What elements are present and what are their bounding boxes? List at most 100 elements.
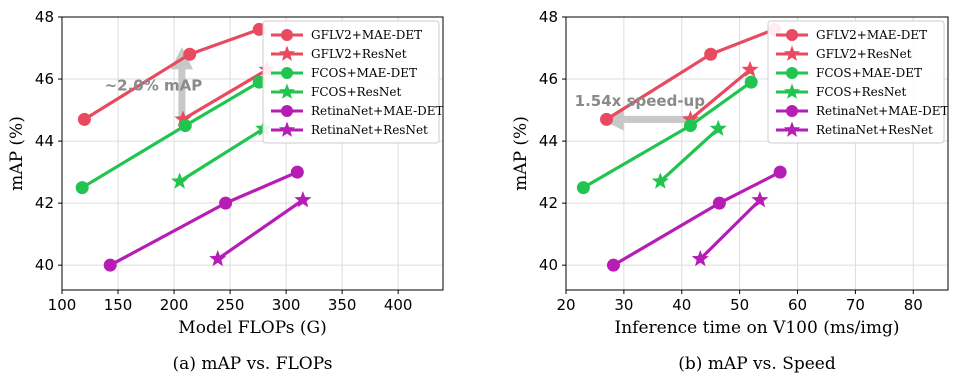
legend-marker: [278, 121, 296, 137]
data-point: [712, 196, 726, 210]
data-point: [704, 47, 718, 61]
series-line: [182, 68, 268, 121]
legend-marker: [786, 105, 798, 117]
data-point: [171, 172, 189, 189]
x-tick-label: 400: [384, 296, 413, 314]
y-tick-label: 44: [539, 132, 558, 150]
data-point: [773, 165, 787, 179]
data-point: [606, 258, 620, 272]
y-tick-label: 42: [539, 194, 558, 212]
legend-box: [767, 20, 945, 144]
plot-frame: [61, 16, 444, 291]
legend-marker: [786, 29, 798, 41]
legend-marker: [786, 67, 798, 79]
series-line: [659, 127, 720, 183]
series-line: [81, 80, 261, 189]
x-tick-label: 70: [846, 296, 865, 314]
legend-marker: [281, 29, 293, 41]
legend-label: GFLV2+ResNet: [816, 47, 912, 61]
annotation-label: ~2.0% mAP: [105, 76, 203, 94]
data-point: [75, 181, 89, 195]
data-point: [691, 249, 709, 267]
x-tick-label: 50: [730, 296, 749, 314]
data-point: [744, 75, 758, 89]
x-axis-label: Model FLOPs (G): [178, 318, 326, 338]
y-tick-label: 46: [35, 70, 54, 88]
series-line: [699, 198, 762, 261]
series-line: [178, 127, 265, 183]
series-line: [612, 170, 781, 267]
data-point: [600, 112, 614, 126]
y-axis-label: mAP (%): [511, 116, 531, 191]
data-point: [77, 112, 91, 126]
data-point: [103, 258, 117, 272]
x-tick-label: 40: [672, 296, 691, 314]
series-line: [216, 198, 304, 261]
data-point: [751, 191, 769, 208]
y-axis-label: mAP (%): [7, 116, 27, 191]
data-point: [209, 249, 227, 267]
data-point: [252, 22, 266, 36]
x-tick-label: 80: [904, 296, 923, 314]
y-tick-label: 42: [35, 194, 54, 212]
y-tick-label: 46: [539, 70, 558, 88]
data-point: [294, 191, 312, 208]
legend-label: FCOS+ResNet: [311, 85, 402, 99]
annotation-label: 1.54x speed-up: [575, 92, 706, 110]
data-point: [683, 119, 697, 133]
chart-caption: (a) mAP vs. FLOPs: [173, 354, 333, 374]
x-tick-label: 100: [48, 296, 77, 314]
data-point: [219, 196, 233, 210]
y-tick-label: 48: [539, 8, 558, 26]
plot-frame: [565, 16, 949, 291]
legend-label: RetinaNet+ResNet: [816, 123, 933, 137]
legend-marker: [281, 105, 293, 117]
series-line: [109, 170, 298, 267]
data-point: [178, 119, 192, 133]
legend-label: FCOS+ResNet: [816, 85, 907, 99]
data-point: [290, 165, 304, 179]
x-tick-label: 150: [104, 296, 133, 314]
data-point: [651, 172, 669, 189]
legend-label: GFLV2+ResNet: [311, 47, 407, 61]
x-tick-label: 20: [556, 296, 575, 314]
y-tick-label: 48: [35, 8, 54, 26]
y-tick-label: 40: [35, 256, 54, 274]
legend-marker: [783, 121, 801, 137]
x-tick-label: 350: [328, 296, 357, 314]
data-point: [174, 110, 192, 127]
legend-label: RetinaNet+MAE-DET: [311, 104, 444, 118]
data-point: [252, 75, 266, 89]
x-axis-label: Inference time on V100 (ms/img): [615, 318, 900, 338]
legend-marker: [783, 45, 801, 61]
chart-panel-speed: 20 30 40 50 60 70 80 40 42 44 46 48 Inference time o…: [511, 8, 949, 374]
legend-marker: [278, 45, 296, 61]
x-tick-label: 300: [272, 296, 301, 314]
x-tick-label: 200: [160, 296, 189, 314]
data-point: [681, 110, 699, 127]
chart-caption: (b) mAP vs. Speed: [678, 354, 836, 374]
data-point: [741, 60, 759, 78]
legend-label: GFLV2+MAE-DET: [311, 28, 422, 42]
data-point: [709, 119, 727, 136]
legend-marker: [278, 83, 296, 99]
legend-label: RetinaNet+MAE-DET: [816, 104, 949, 118]
y-tick-label: 40: [539, 256, 558, 274]
legend-label: FCOS+MAE-DET: [311, 66, 417, 80]
chart-panel-flops: 100 150 200 250 300 350 400 40 42 44 46 48 Model FLO…: [7, 8, 444, 374]
legend-label: RetinaNet+ResNet: [311, 123, 428, 137]
x-tick-label: 60: [788, 296, 807, 314]
data-point: [576, 181, 590, 195]
data-point: [183, 47, 197, 61]
legend-box: [262, 20, 440, 144]
y-tick-label: 44: [35, 132, 54, 150]
x-tick-label: 250: [216, 296, 245, 314]
series-line: [83, 27, 260, 121]
legend-marker: [783, 83, 801, 99]
x-tick-label: 30: [614, 296, 633, 314]
legend-label: GFLV2+MAE-DET: [816, 28, 927, 42]
series-line: [689, 68, 752, 121]
legend-label: FCOS+MAE-DET: [816, 66, 922, 80]
legend-marker: [281, 67, 293, 79]
